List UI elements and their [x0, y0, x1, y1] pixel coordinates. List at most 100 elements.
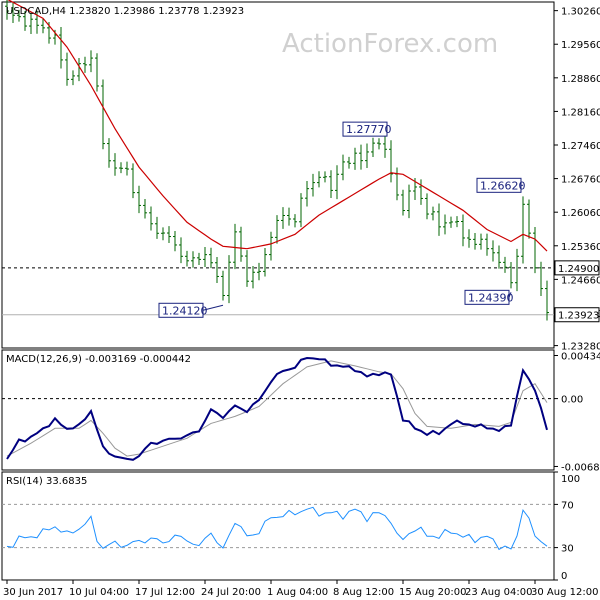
x-tick-label: 1 Aug 04:00	[267, 587, 328, 598]
price-bar	[59, 27, 63, 69]
price-bar	[77, 57, 81, 82]
macd-tick-label: 0.00	[561, 395, 583, 406]
price-bar	[455, 216, 459, 228]
price-bar	[281, 207, 285, 229]
current-price-badge	[554, 307, 600, 323]
price-bar	[221, 270, 225, 301]
price-bar	[401, 189, 405, 216]
price-bar	[485, 233, 489, 256]
price-bar	[533, 226, 537, 274]
x-tick-label: 23 Aug 04:00	[465, 587, 532, 598]
price-annotation: 1.24120	[158, 302, 224, 318]
price-bar	[23, 11, 27, 31]
annotation-label: 1.26620	[480, 179, 526, 192]
price-bar	[5, 0, 9, 20]
price-frame	[1, 1, 555, 349]
x-tick-label: 17 Jul 12:00	[135, 587, 195, 598]
price-bar	[155, 216, 159, 239]
price-annotation: 1.26620	[476, 177, 526, 193]
price-bar	[371, 137, 375, 158]
annotation-box	[476, 177, 522, 193]
price-bar	[167, 226, 171, 244]
price-bar	[407, 184, 411, 219]
x-tick-label: 8 Aug 12:00	[333, 587, 394, 598]
annotation-label: 1.24120	[162, 304, 208, 317]
price-bar	[275, 215, 279, 244]
price-bar	[173, 230, 177, 252]
price-bar	[317, 171, 321, 188]
x-axis: 30 Jun 2017 10 Jul 04:00 17 Jul 12:00 24 Ju…	[3, 580, 598, 598]
price-bar	[521, 196, 525, 264]
annotation-box	[342, 121, 388, 137]
rsi-tick-label: 30	[561, 544, 574, 555]
price-bar	[545, 280, 549, 321]
rsi-frame	[1, 471, 555, 581]
price-bar	[437, 203, 441, 236]
x-tick-label: 30 Aug 12:00	[531, 587, 598, 598]
price-bar	[383, 136, 387, 158]
price-bar	[119, 162, 123, 174]
price-tick-label: 1.23280	[561, 342, 600, 353]
annotation-box	[464, 289, 510, 305]
price-bar	[215, 256, 219, 284]
price-bar	[515, 248, 519, 292]
annotation-box	[158, 302, 204, 318]
price-bar	[509, 261, 513, 289]
price-bar	[107, 138, 111, 168]
macd-tick-label: -0.006843	[561, 462, 600, 473]
price-bar	[425, 193, 429, 220]
x-tick-label: 15 Aug 20:00	[399, 587, 466, 598]
macd-panel: 0.004346 0.00 -0.006843 MACD(12,26,9) -0.00…	[2, 351, 600, 473]
price-bar	[131, 163, 135, 199]
price-tick-label: 1.26060	[561, 208, 600, 219]
price-bar	[353, 147, 357, 170]
price-bar	[41, 18, 45, 34]
price-bar	[89, 50, 93, 73]
price-bar	[11, 2, 15, 23]
price-bar	[239, 226, 243, 262]
price-bar	[377, 138, 381, 150]
price-bar	[209, 247, 213, 269]
price-tick-label: 1.24660	[561, 275, 600, 286]
price-bar	[329, 170, 333, 199]
price-bar	[395, 167, 399, 201]
price-bar	[419, 179, 423, 205]
x-tick-label: 30 Jun 2017	[3, 587, 63, 598]
price-bar	[299, 193, 303, 228]
price-bar	[65, 52, 69, 86]
price-bar	[29, 12, 33, 34]
price-bar	[197, 252, 201, 265]
price-bar	[461, 214, 465, 247]
price-header: USDCAD,H4 1.23820 1.23986 1.23778 1.2392…	[6, 6, 244, 17]
price-bar	[503, 256, 507, 273]
rsi-panel: 100 70 30 0 RSI(14) 33.6835	[2, 471, 580, 582]
price-tick-label: 1.30260	[561, 7, 600, 18]
macd-frame	[1, 349, 555, 471]
price-bar	[431, 206, 435, 221]
price-bar	[293, 214, 297, 228]
macd-header: MACD(12,26,9) -0.003169 -0.000442	[6, 354, 191, 365]
price-bar	[101, 79, 105, 150]
price-bar	[113, 153, 117, 176]
price-bar	[449, 216, 453, 228]
price-bar	[83, 56, 87, 73]
price-annotation: 1.24390	[464, 289, 514, 305]
price-bar	[191, 251, 195, 268]
price-bar	[479, 233, 483, 250]
macd-tick-label: 0.004346	[561, 351, 600, 362]
price-bar	[227, 255, 231, 304]
price-tick-label: 1.28160	[561, 107, 600, 118]
price-bar	[161, 227, 165, 241]
moving-average-line	[7, 0, 548, 252]
price-bar	[137, 185, 141, 214]
rsi-tick-label: 0	[561, 571, 567, 582]
price-bar	[17, 9, 21, 22]
price-bar	[311, 173, 315, 197]
current-price-label: 1.23923	[558, 311, 599, 322]
price-bar	[443, 214, 447, 235]
price-panel: ActionForex.com 1.30260 1.29560 1.28860 1.28…	[2, 0, 600, 353]
price-bar	[341, 154, 345, 181]
price-bar	[365, 143, 369, 168]
